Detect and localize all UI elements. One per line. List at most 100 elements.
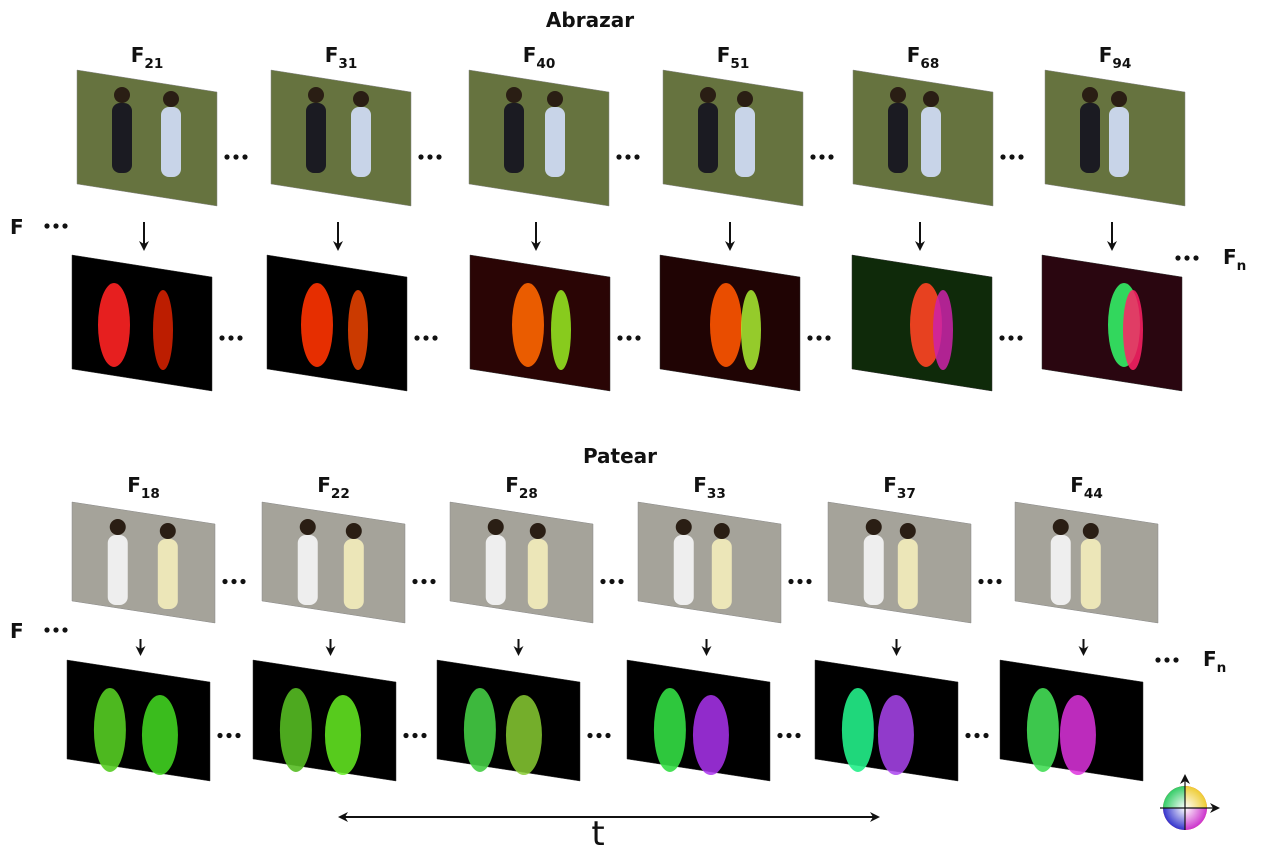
person-head xyxy=(114,87,130,103)
video-frame xyxy=(469,70,609,206)
label-subscript: 18 xyxy=(141,486,160,502)
ellipsis-dot xyxy=(240,579,245,584)
person-head xyxy=(1082,87,1098,103)
flow-frame xyxy=(253,660,396,781)
ellipsis-dot xyxy=(235,733,240,738)
label-letter: F xyxy=(1203,647,1217,671)
frame-label: F33 xyxy=(693,473,726,502)
person-head xyxy=(488,519,504,535)
video-frame xyxy=(262,502,405,623)
ellipsis-dot xyxy=(806,579,811,584)
ellipsis-dot xyxy=(421,733,426,738)
motion-blob xyxy=(741,290,761,370)
ellipsis-dot xyxy=(795,733,800,738)
row-label: F xyxy=(10,619,24,643)
ellipsis-dot xyxy=(819,154,824,159)
color-wheel xyxy=(1160,776,1218,830)
ellipsis-dot xyxy=(412,579,417,584)
ellipsis-dot xyxy=(53,223,58,228)
person xyxy=(161,107,181,177)
ellipsis-dot xyxy=(423,335,428,340)
frame-label: F44 xyxy=(1070,473,1103,502)
person-head xyxy=(866,519,882,535)
person xyxy=(306,103,326,173)
label-letter: F xyxy=(127,473,141,497)
ellipsis-dot xyxy=(625,154,630,159)
label-subscript: 68 xyxy=(920,56,939,72)
flow-frame xyxy=(67,660,210,781)
label-subscript: 22 xyxy=(331,486,350,502)
motion-blob xyxy=(94,688,126,772)
person xyxy=(921,107,941,177)
person xyxy=(1081,539,1101,609)
person-head xyxy=(1083,523,1099,539)
ellipsis-dot xyxy=(978,579,983,584)
ellipsis-dot xyxy=(1155,657,1160,662)
motion-blob xyxy=(142,695,178,775)
row-label: F xyxy=(10,215,24,239)
ellipsis-dot xyxy=(797,579,802,584)
frame-label: F22 xyxy=(317,473,350,502)
person xyxy=(108,535,128,605)
person xyxy=(504,103,524,173)
ellipsis-dot xyxy=(807,335,812,340)
person xyxy=(674,535,694,605)
ellipsis-dot xyxy=(1017,335,1022,340)
ellipsis-dot xyxy=(222,579,227,584)
ellipsis-dot xyxy=(996,579,1001,584)
ellipsis-dot xyxy=(983,733,988,738)
person-head xyxy=(890,87,906,103)
person xyxy=(486,535,506,605)
person xyxy=(545,107,565,177)
video-frame xyxy=(663,70,803,206)
ellipsis-dot xyxy=(430,579,435,584)
ellipsis-dot xyxy=(825,335,830,340)
ellipsis-dot xyxy=(596,733,601,738)
label-subscript: 44 xyxy=(1084,486,1103,502)
motion-blob xyxy=(348,290,368,370)
person-head xyxy=(676,519,692,535)
ellipsis-dot xyxy=(777,733,782,738)
person xyxy=(898,539,918,609)
ellipsis-dot xyxy=(999,335,1004,340)
frame-label: F18 xyxy=(127,473,160,502)
ellipsis-dot xyxy=(786,733,791,738)
person-head xyxy=(714,523,730,539)
label-letter: F xyxy=(883,473,897,497)
label-letter: F xyxy=(523,43,537,67)
label-subscript: n xyxy=(1237,258,1247,274)
frame-label: Fn xyxy=(1223,245,1246,274)
person-head xyxy=(346,523,362,539)
ellipsis-dot xyxy=(635,335,640,340)
flow-frame xyxy=(267,255,407,391)
person xyxy=(712,539,732,609)
video-frame xyxy=(271,70,411,206)
ellipsis-dot xyxy=(228,335,233,340)
person xyxy=(158,539,178,609)
ellipsis-dot xyxy=(965,733,970,738)
person xyxy=(1051,535,1071,605)
ellipsis-dot xyxy=(1164,657,1169,662)
ellipsis-dot xyxy=(217,733,222,738)
motion-blob xyxy=(654,688,686,772)
label-subscript: 21 xyxy=(144,56,163,72)
person-head xyxy=(160,523,176,539)
section-title: Abrazar xyxy=(546,8,634,32)
label-letter: F xyxy=(717,43,731,67)
person xyxy=(1080,103,1100,173)
person-head xyxy=(530,523,546,539)
frame-label: F28 xyxy=(505,473,538,502)
ellipsis-dot xyxy=(44,223,49,228)
frame-label: F94 xyxy=(1099,43,1132,72)
flow-frame xyxy=(72,255,212,391)
ellipsis-dot xyxy=(626,335,631,340)
motion-blob xyxy=(933,290,953,370)
label-subscript: 31 xyxy=(338,56,357,72)
ellipsis-dot xyxy=(828,154,833,159)
person-head xyxy=(1053,519,1069,535)
label-letter: F xyxy=(1070,473,1084,497)
ellipsis-dot xyxy=(1009,154,1014,159)
person xyxy=(735,107,755,177)
ellipsis-dot xyxy=(634,154,639,159)
person xyxy=(528,539,548,609)
